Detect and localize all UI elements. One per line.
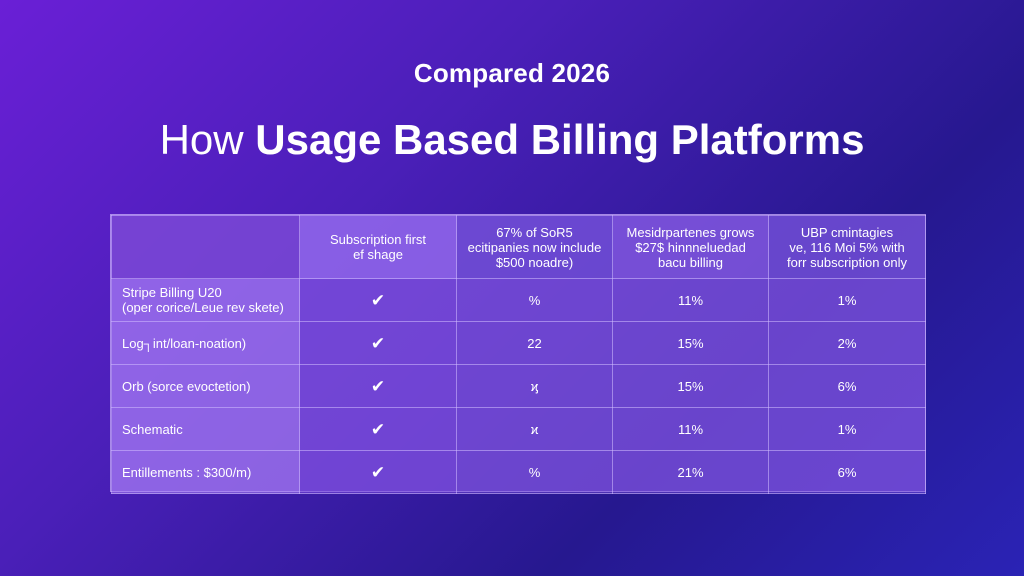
header-cell: 67% of SoR5 ecitipanies now include $500 n… xyxy=(456,215,613,279)
table-cell: 6% xyxy=(768,364,926,408)
headline-bold: Usage Based Billing Platforms xyxy=(255,116,865,163)
headline: How Usage Based Billing Platforms xyxy=(0,112,1024,168)
kicker-text: Compared 2026 xyxy=(413,58,611,88)
table-cell: 11% xyxy=(612,407,769,451)
check-icon: ✔ xyxy=(299,364,457,408)
platform-name-cell: Stripe Billing U20 (oper corice/Leue rev … xyxy=(111,278,300,322)
table-cell: 11% xyxy=(612,278,769,322)
header-cell: Mesidrpartenes grows $27$ hinnneluedad bac… xyxy=(612,215,769,279)
table-cell: ϗ xyxy=(456,364,613,408)
table-cell: % xyxy=(456,278,613,322)
table-cell: 15% xyxy=(612,364,769,408)
header-cell: Subscription first ef shage xyxy=(299,215,457,279)
table-cell: 6% xyxy=(768,450,926,494)
table-row: Entillements : $300/m) ✔ % 21% 6% xyxy=(111,450,926,494)
table-row: Schematic ✔ ϰ 11% 1% xyxy=(111,407,926,451)
table-cell: 21% xyxy=(612,450,769,494)
headline-light: How xyxy=(159,116,244,163)
table-cell: 1% xyxy=(768,407,926,451)
table-cell: 15% xyxy=(612,321,769,365)
check-icon: ✔ xyxy=(299,450,457,494)
table-header-row: Subscription first ef shage 67% of SoR5 ec… xyxy=(111,215,926,279)
header-cell: UBP cmintagies ve, 116 Moi 5% with forr su… xyxy=(768,215,926,279)
table-cell: ϰ xyxy=(456,407,613,451)
table-cell: 1% xyxy=(768,278,926,322)
check-icon: ✔ xyxy=(299,278,457,322)
check-icon: ✔ xyxy=(299,321,457,365)
table-cell: 22 xyxy=(456,321,613,365)
table-cell: % xyxy=(456,450,613,494)
platform-name-cell: Orb (sorce evoctetion) xyxy=(111,364,300,408)
table-row: Orb (sorce evoctetion) ✔ ϗ 15% 6% xyxy=(111,364,926,408)
check-icon: ✔ xyxy=(299,407,457,451)
table-row: Log┐int/loan-noation) ✔ 22 15% 2% xyxy=(111,321,926,365)
table-row: Stripe Billing U20 (oper corice/Leue rev … xyxy=(111,278,926,322)
comparison-table: Subscription first ef shage 67% of SoR5 ec… xyxy=(110,214,926,494)
platform-name-cell: Log┐int/loan-noation) xyxy=(111,321,300,365)
platform-name-cell: Entillements : $300/m) xyxy=(111,450,300,494)
header-corner-cell xyxy=(111,215,300,279)
table-cell: 2% xyxy=(768,321,926,365)
platform-name-cell: Schematic xyxy=(111,407,300,451)
